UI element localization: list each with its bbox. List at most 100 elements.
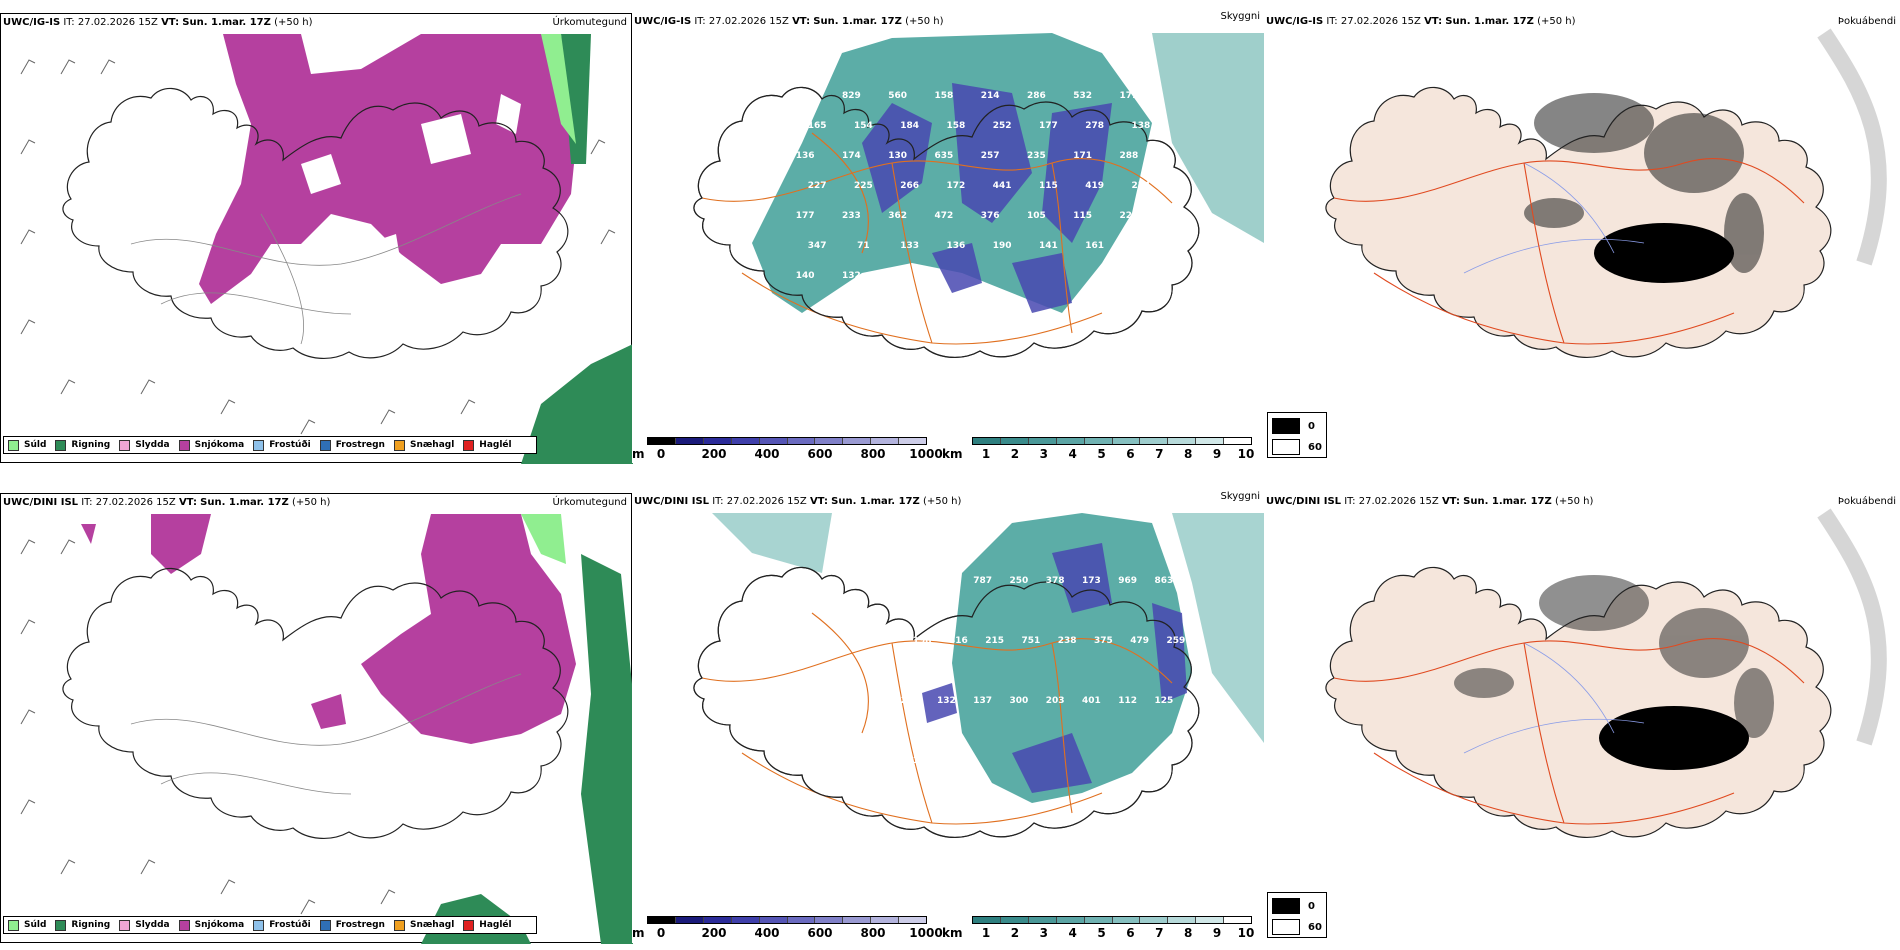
cloud-base-value: 130 (888, 151, 907, 161)
legend-item: Rigning (55, 439, 110, 451)
panel-header: UWC/IG-IS IT: 27.02.2026 15Z VT: Sun. 1.… (1266, 16, 1576, 27)
colorbar-tick-label: 10 (1237, 447, 1255, 461)
cloud-base-value: 479 (1130, 636, 1149, 646)
colorbar-tick-label: 6 (1126, 447, 1135, 461)
cloud-base-value: 532 (1073, 91, 1092, 101)
cloud-base-value: 228 (1120, 211, 1139, 221)
colorbar-bin (731, 917, 760, 923)
legend-label: Haglél (479, 440, 512, 450)
panel-title: Skyggni (1220, 491, 1260, 502)
cloud-base-value: 161 (1085, 241, 1104, 251)
colorbar-tick-label: 200 (701, 447, 727, 461)
model-name: UWC/IG-IS (3, 17, 61, 28)
colorbar-tick-label: 1000 (909, 447, 943, 461)
cloud-base-area (922, 543, 1187, 793)
valid-time: Sun. 1.mar. 17Z (200, 497, 289, 508)
lead-time: (+50 h) (274, 17, 313, 28)
panel-header: UWC/IG-IS IT: 27.02.2026 15Z VT: Sun. 1.… (3, 17, 313, 28)
cloud-base-value: 250 (1010, 576, 1029, 586)
wind-barbs (20, 539, 396, 915)
colorbar-tick-label: 800 (860, 447, 886, 461)
cloud-base-value: 154 (854, 121, 873, 131)
colorbar-bin (843, 917, 872, 923)
panel-header: UWC/DINI ISL IT: 27.02.2026 15Z VT: Sun.… (3, 497, 331, 508)
cloud-base-value: 635 (935, 151, 954, 161)
rain-area-se (521, 344, 633, 464)
cloud-base-value: 174 (842, 151, 861, 161)
panel-title: Þokuábendi (1837, 16, 1896, 27)
colorbar-bin (1168, 438, 1197, 444)
colorbar-tick-label: 5 (1097, 447, 1106, 461)
colorbar-tick-label: 400 (754, 447, 780, 461)
colorbar-bin (648, 917, 676, 923)
cloud-base-value: 190 (1132, 241, 1151, 251)
cloud-base-value: 751 (1022, 636, 1041, 646)
colorbar-bin (1028, 438, 1057, 444)
fog-panel-2: UWC/DINI ISL IT: 27.02.2026 15Z VT: Sun.… (1264, 493, 1900, 943)
cloud-base-value: 375 (1094, 636, 1113, 646)
cloud-base-value: 177 (796, 211, 815, 221)
colorbar-tick-label: 400 (754, 926, 780, 940)
legend-item: Snjókoma (178, 439, 244, 451)
cloud-base-value: 71 (857, 241, 870, 251)
colorbar-tick-label: 10 (1237, 926, 1255, 940)
colorbar-bin (759, 917, 788, 923)
cloud-panel-1: 999 829 560 158 214 286 532 171 165 154 184 158 252 1… (632, 11, 1264, 463)
cloud-base-value: 347 (808, 241, 827, 251)
precip-legend: Súld Rigning Slydda Snjókoma Frostúði Frostre… (3, 436, 537, 454)
colorbar-bin (815, 438, 844, 444)
legend-label: Snæhagl (409, 920, 455, 930)
precip-legend: Súld Rigning Slydda Snjókoma Frostúði Frostre… (3, 916, 537, 934)
fog-core (1594, 223, 1734, 283)
cloud-base-value: 787 (973, 576, 992, 586)
drizzle-area-ne (541, 34, 576, 144)
legend-label: Frostregn (335, 920, 385, 930)
cloud-base-value: 214 (981, 91, 1000, 101)
panel-header: UWC/DINI ISL IT: 27.02.2026 15Z VT: Sun.… (634, 496, 962, 507)
fog-panel-1: UWC/IG-IS IT: 27.02.2026 15Z VT: Sun. 1.… (1264, 13, 1900, 463)
colorbar-tick-label: 7 (1155, 447, 1164, 461)
cloud-base-value: 376 (981, 211, 1000, 221)
legend-label: Slydda (135, 440, 170, 450)
colorbar-tick-label: 2 (1010, 447, 1020, 461)
cloud-base-value: 401 (1082, 696, 1101, 706)
colorbar-tick-label: 2 (1010, 926, 1020, 940)
colorbar-bin (1056, 438, 1085, 444)
colorbar-bin (675, 438, 704, 444)
precip-type-map-2 (20, 514, 633, 944)
cloud-base-value: 863 (1155, 576, 1174, 586)
drizzle-area-ne (521, 514, 566, 564)
colorbar-tick-label: 4 (1068, 926, 1077, 940)
legend-swatch (55, 439, 67, 451)
colorbar-bin (731, 438, 760, 444)
colorbar-bin (973, 917, 1001, 923)
legend-swatch (178, 919, 190, 931)
init-time: 27.02.2026 15Z (95, 497, 176, 508)
cloud-base-value: 999 (796, 91, 815, 101)
colorbar-bin (759, 438, 788, 444)
legend-label: Frostúði (269, 440, 311, 450)
colorbar-bin (1084, 438, 1113, 444)
valid-time: Sun. 1.mar. 17Z (182, 17, 271, 28)
colorbar-tick-label: 3 (1039, 447, 1048, 461)
legend-label: Slydda (135, 920, 170, 930)
cloud-base-value: 286 (901, 576, 920, 586)
fog-map-1 (1325, 28, 1887, 359)
legend-item: Frostúði (253, 439, 311, 451)
panel-header: UWC/DINI ISL IT: 27.02.2026 15Z VT: Sun.… (1266, 496, 1594, 507)
panel-title: Þokuábendi (1837, 496, 1896, 507)
colorbar-tick-label: 3 (1039, 926, 1048, 940)
legend-label: Rigning (71, 920, 111, 930)
colorbar-bin (1196, 438, 1225, 444)
panel-header: UWC/IG-IS IT: 27.02.2026 15Z VT: Sun. 1.… (634, 16, 944, 27)
colorbar-tick-label: 200 (701, 926, 727, 940)
cloud-base-value: 266 (900, 181, 919, 191)
rivers (1463, 162, 1645, 274)
init-time: 27.02.2026 15Z (77, 17, 158, 28)
cloud-base-value: 190 (993, 241, 1012, 251)
rain-area-e (581, 554, 633, 944)
cloud-base-value: 129 (888, 271, 907, 281)
cloud-map-1: 999 829 560 158 214 286 532 171 165 154 184 158 252 1… (693, 33, 1264, 359)
roads (701, 612, 1173, 825)
cloud-base-value: 288 (1120, 151, 1139, 161)
